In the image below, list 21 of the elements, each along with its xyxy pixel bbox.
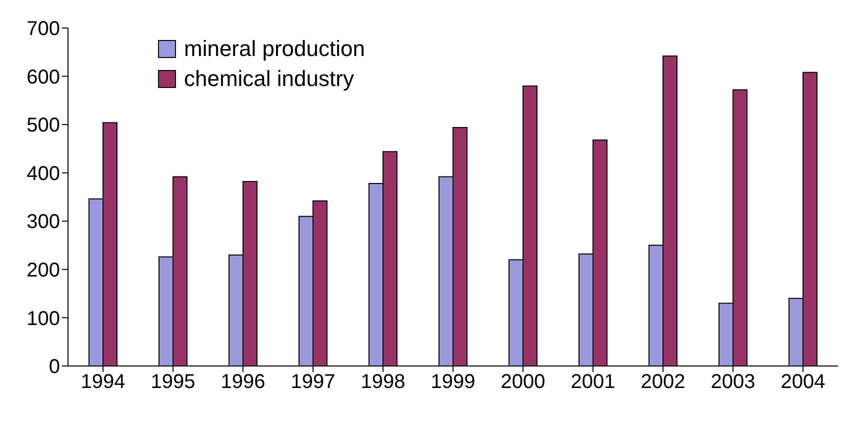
x-tick-label: 1995 <box>150 371 196 394</box>
x-tick-label: 2000 <box>500 371 546 394</box>
y-tick-label: 500 <box>26 114 60 137</box>
y-tick-label: 700 <box>26 18 60 40</box>
y-tick-label: 100 <box>26 308 60 330</box>
x-tick-label: 2001 <box>570 371 616 394</box>
x-tick-label: 1996 <box>220 371 266 394</box>
y-tick-label: 0 <box>48 356 60 378</box>
legend-label: chemical industry <box>184 66 354 92</box>
y-tick-label: 300 <box>26 211 60 234</box>
x-tick-label: 1997 <box>290 371 336 394</box>
x-tick-label: 2002 <box>640 371 686 394</box>
x-tick-label: 1999 <box>430 371 476 394</box>
x-tick-label: 1994 <box>80 371 126 394</box>
y-tick-label: 200 <box>26 260 60 282</box>
x-tick-label: 1998 <box>360 371 406 394</box>
y-tick-label: 600 <box>26 66 60 88</box>
x-tick-label: 2004 <box>780 371 826 394</box>
y-tick-label: 400 <box>26 162 60 185</box>
x-tick-label: 2003 <box>710 371 756 394</box>
legend-label: mineral production <box>184 36 365 62</box>
